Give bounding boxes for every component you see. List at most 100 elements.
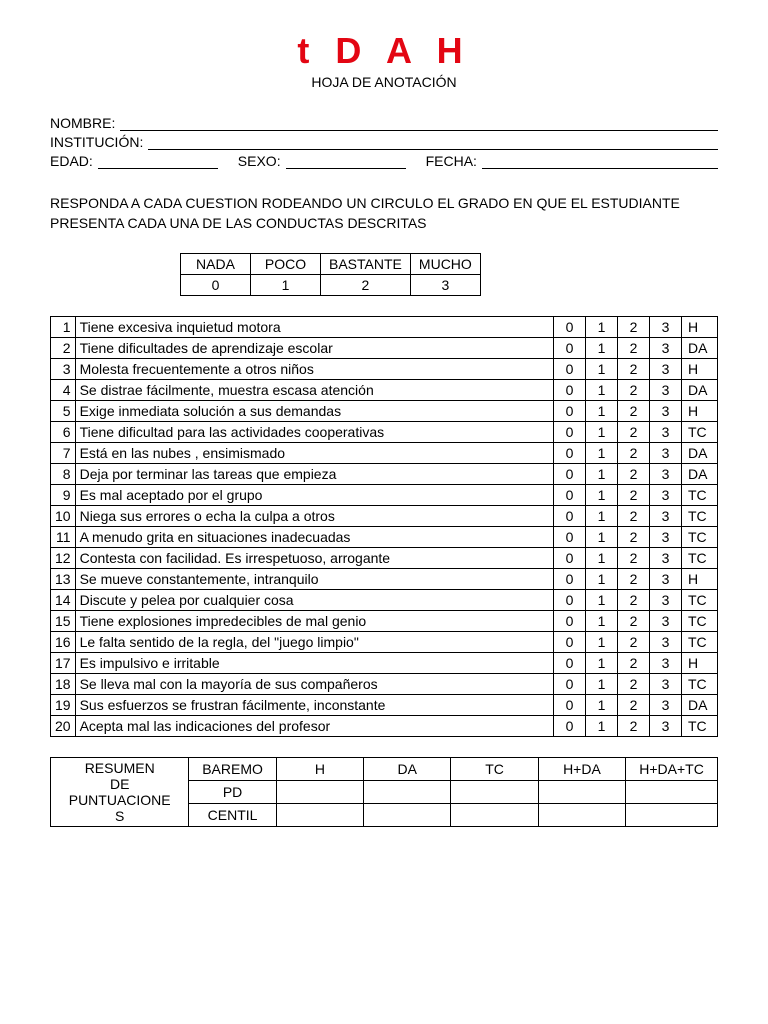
score-cell[interactable]: 2 <box>618 590 650 611</box>
score-cell[interactable]: 1 <box>586 695 618 716</box>
score-cell[interactable]: 1 <box>586 632 618 653</box>
score-cell[interactable]: 3 <box>650 380 682 401</box>
input-fecha[interactable] <box>482 153 718 169</box>
score-cell[interactable]: 3 <box>650 401 682 422</box>
score-cell[interactable]: 3 <box>650 422 682 443</box>
score-cell[interactable]: 0 <box>554 338 586 359</box>
score-cell[interactable]: 0 <box>554 443 586 464</box>
score-cell[interactable]: 0 <box>554 695 586 716</box>
summary-cell[interactable] <box>451 804 538 827</box>
item-number: 10 <box>51 506 76 527</box>
summary-cell[interactable] <box>451 781 538 804</box>
item-number: 4 <box>51 380 76 401</box>
score-cell[interactable]: 3 <box>650 464 682 485</box>
score-cell[interactable]: 0 <box>554 317 586 338</box>
score-cell[interactable]: 2 <box>618 674 650 695</box>
score-cell[interactable]: 3 <box>650 548 682 569</box>
score-cell[interactable]: 2 <box>618 548 650 569</box>
score-cell[interactable]: 3 <box>650 443 682 464</box>
score-cell[interactable]: 2 <box>618 359 650 380</box>
score-cell[interactable]: 3 <box>650 716 682 737</box>
summary-cell[interactable] <box>364 781 451 804</box>
score-cell[interactable]: 1 <box>586 611 618 632</box>
score-cell[interactable]: 2 <box>618 380 650 401</box>
score-cell[interactable]: 1 <box>586 569 618 590</box>
score-cell[interactable]: 1 <box>586 506 618 527</box>
score-cell[interactable]: 1 <box>586 380 618 401</box>
score-cell[interactable]: 1 <box>586 338 618 359</box>
score-cell[interactable]: 0 <box>554 527 586 548</box>
score-cell[interactable]: 0 <box>554 485 586 506</box>
score-cell[interactable]: 1 <box>586 716 618 737</box>
score-cell[interactable]: 0 <box>554 632 586 653</box>
summary-cell[interactable] <box>538 781 625 804</box>
score-cell[interactable]: 3 <box>650 359 682 380</box>
score-cell[interactable]: 0 <box>554 590 586 611</box>
score-cell[interactable]: 0 <box>554 569 586 590</box>
score-cell[interactable]: 0 <box>554 611 586 632</box>
score-cell[interactable]: 0 <box>554 401 586 422</box>
score-cell[interactable]: 0 <box>554 464 586 485</box>
score-cell[interactable]: 1 <box>586 548 618 569</box>
score-cell[interactable]: 3 <box>650 485 682 506</box>
score-cell[interactable]: 2 <box>618 401 650 422</box>
score-cell[interactable]: 2 <box>618 569 650 590</box>
score-cell[interactable]: 0 <box>554 674 586 695</box>
score-cell[interactable]: 3 <box>650 653 682 674</box>
score-cell[interactable]: 0 <box>554 422 586 443</box>
score-cell[interactable]: 2 <box>618 506 650 527</box>
summary-cell[interactable] <box>276 804 363 827</box>
item-category: DA <box>682 695 718 716</box>
score-cell[interactable]: 2 <box>618 443 650 464</box>
score-cell[interactable]: 2 <box>618 527 650 548</box>
score-cell[interactable]: 0 <box>554 548 586 569</box>
input-institucion[interactable] <box>148 134 718 150</box>
score-cell[interactable]: 3 <box>650 695 682 716</box>
item-row: 2Tiene dificultades de aprendizaje escol… <box>51 338 718 359</box>
score-cell[interactable]: 1 <box>586 443 618 464</box>
item-number: 12 <box>51 548 76 569</box>
score-cell[interactable]: 1 <box>586 359 618 380</box>
score-cell[interactable]: 0 <box>554 716 586 737</box>
score-cell[interactable]: 2 <box>618 338 650 359</box>
score-cell[interactable]: 3 <box>650 317 682 338</box>
score-cell[interactable]: 3 <box>650 632 682 653</box>
score-cell[interactable]: 3 <box>650 674 682 695</box>
score-cell[interactable]: 0 <box>554 359 586 380</box>
score-cell[interactable]: 3 <box>650 506 682 527</box>
score-cell[interactable]: 3 <box>650 338 682 359</box>
input-nombre[interactable] <box>120 115 718 131</box>
score-cell[interactable]: 2 <box>618 611 650 632</box>
summary-cell[interactable] <box>626 781 718 804</box>
score-cell[interactable]: 1 <box>586 674 618 695</box>
score-cell[interactable]: 2 <box>618 422 650 443</box>
score-cell[interactable]: 1 <box>586 653 618 674</box>
score-cell[interactable]: 3 <box>650 590 682 611</box>
summary-cell[interactable] <box>626 804 718 827</box>
score-cell[interactable]: 1 <box>586 590 618 611</box>
score-cell[interactable]: 1 <box>586 527 618 548</box>
input-edad[interactable] <box>98 153 218 169</box>
score-cell[interactable]: 2 <box>618 317 650 338</box>
summary-cell[interactable] <box>538 804 625 827</box>
input-sexo[interactable] <box>286 153 406 169</box>
score-cell[interactable]: 2 <box>618 716 650 737</box>
score-cell[interactable]: 1 <box>586 317 618 338</box>
score-cell[interactable]: 3 <box>650 611 682 632</box>
score-cell[interactable]: 1 <box>586 422 618 443</box>
score-cell[interactable]: 0 <box>554 653 586 674</box>
summary-cell[interactable] <box>364 804 451 827</box>
score-cell[interactable]: 2 <box>618 653 650 674</box>
score-cell[interactable]: 1 <box>586 401 618 422</box>
score-cell[interactable]: 2 <box>618 485 650 506</box>
score-cell[interactable]: 0 <box>554 506 586 527</box>
score-cell[interactable]: 1 <box>586 485 618 506</box>
score-cell[interactable]: 3 <box>650 569 682 590</box>
score-cell[interactable]: 2 <box>618 464 650 485</box>
score-cell[interactable]: 2 <box>618 695 650 716</box>
summary-cell[interactable] <box>276 781 363 804</box>
score-cell[interactable]: 2 <box>618 632 650 653</box>
score-cell[interactable]: 0 <box>554 380 586 401</box>
score-cell[interactable]: 3 <box>650 527 682 548</box>
score-cell[interactable]: 1 <box>586 464 618 485</box>
